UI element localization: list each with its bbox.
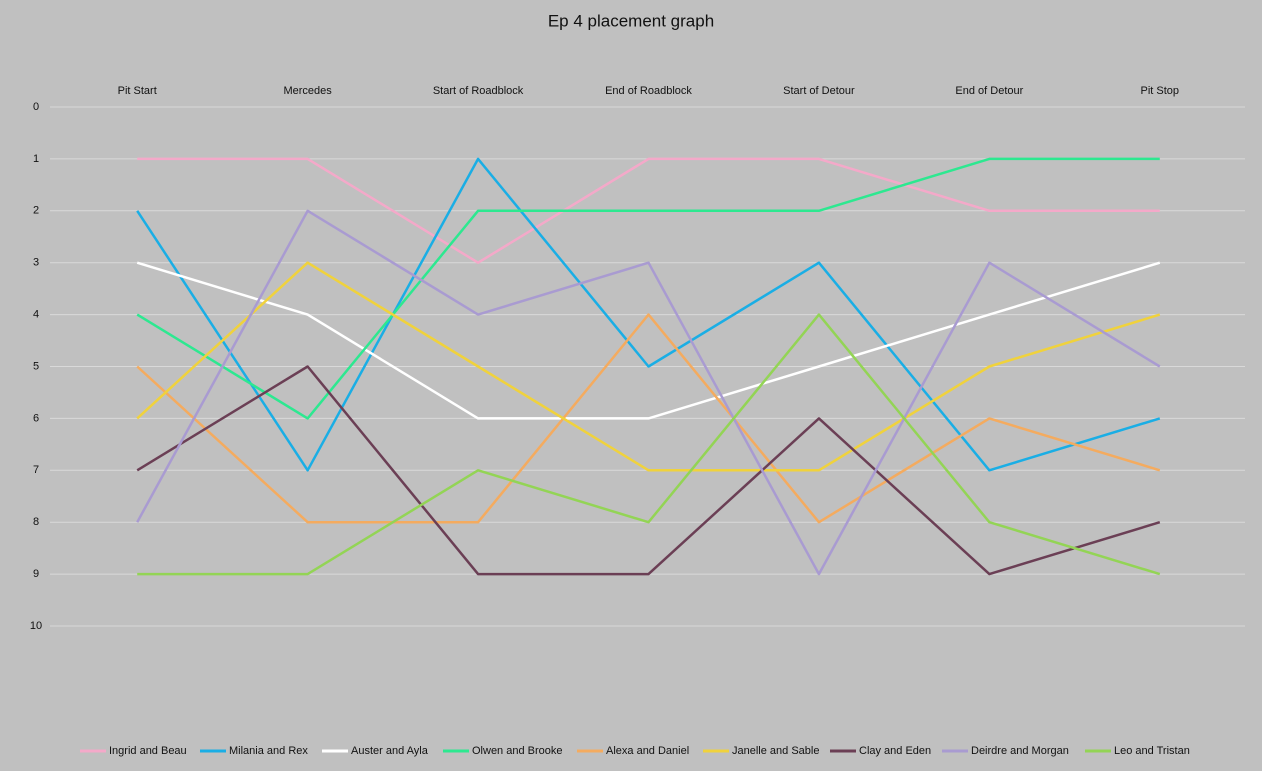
y-tick-label: 7 bbox=[33, 464, 39, 476]
series-line bbox=[136, 365, 1161, 576]
y-tick-label: 4 bbox=[33, 309, 39, 321]
x-tick-label: Pit Start bbox=[118, 85, 157, 97]
y-tick-label: 10 bbox=[30, 620, 42, 632]
y-tick-label: 5 bbox=[33, 360, 39, 372]
y-tick-label: 3 bbox=[33, 257, 39, 269]
legend-label: Leo and Tristan bbox=[1114, 745, 1190, 757]
x-tick-label: Start of Roadblock bbox=[433, 85, 524, 97]
legend-label: Auster and Ayla bbox=[351, 745, 429, 757]
series-line bbox=[137, 313, 1161, 576]
x-tick-label: Pit Stop bbox=[1141, 85, 1180, 97]
legend-label: Olwen and Brooke bbox=[472, 745, 563, 757]
series-line bbox=[136, 313, 1161, 524]
y-tick-label: 8 bbox=[33, 516, 39, 528]
x-tick-label: End of Detour bbox=[955, 85, 1023, 97]
series-line bbox=[136, 261, 1161, 472]
y-tick-label: 6 bbox=[33, 412, 39, 424]
x-tick-label: Start of Detour bbox=[783, 85, 855, 97]
series-line bbox=[136, 157, 1160, 420]
legend-label: Clay and Eden bbox=[859, 745, 931, 757]
series-line bbox=[136, 157, 1161, 472]
y-tick-label: 2 bbox=[33, 205, 39, 217]
legend-label: Deirdre and Morgan bbox=[971, 745, 1069, 757]
legend-label: Ingrid and Beau bbox=[109, 745, 187, 757]
series-line bbox=[136, 261, 1161, 420]
legend-label: Milania and Rex bbox=[229, 745, 308, 757]
series-line bbox=[137, 157, 1160, 264]
y-tick-label: 9 bbox=[33, 568, 39, 580]
legend-label: Janelle and Sable bbox=[732, 745, 819, 757]
series-line bbox=[136, 209, 1161, 576]
x-tick-label: End of Roadblock bbox=[605, 85, 692, 97]
y-tick-label: 0 bbox=[33, 101, 39, 113]
chart-title: Ep 4 placement graph bbox=[548, 11, 714, 30]
y-tick-label: 1 bbox=[33, 153, 39, 165]
legend-label: Alexa and Daniel bbox=[606, 745, 689, 757]
x-tick-label: Mercedes bbox=[283, 85, 332, 97]
